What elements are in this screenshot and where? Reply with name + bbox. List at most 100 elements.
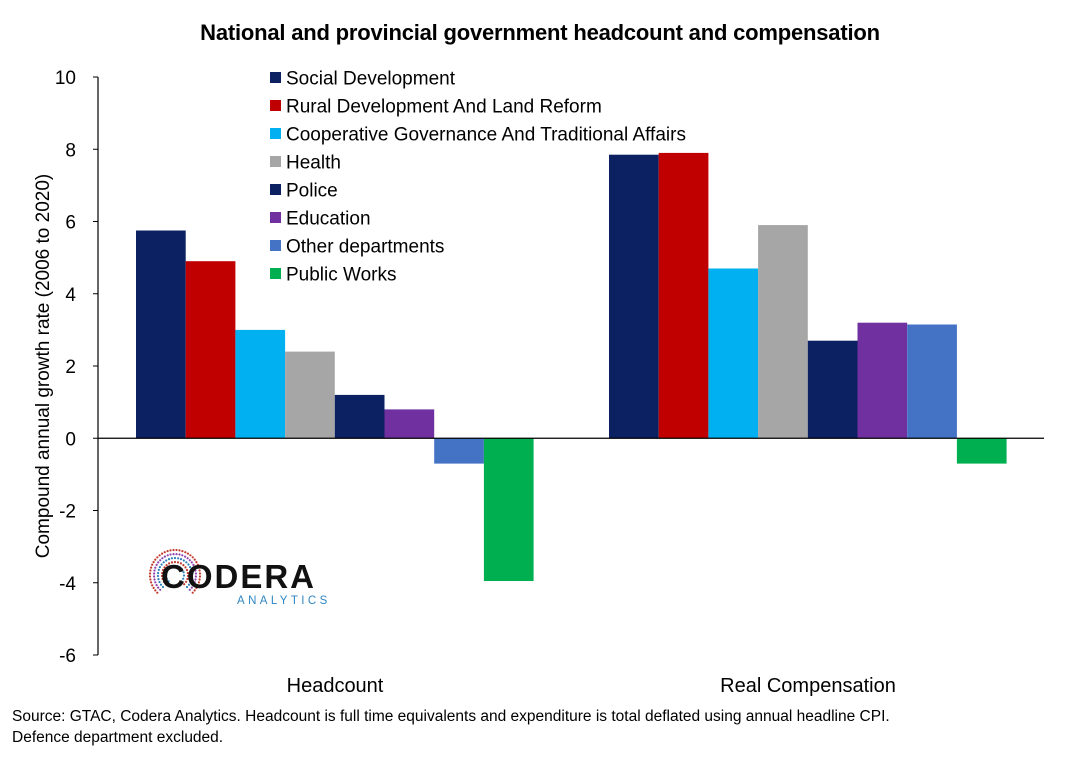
logo-dot: [165, 564, 168, 567]
logo-dot: [165, 559, 168, 562]
logo-dot: [189, 580, 192, 584]
logo-dot: [159, 559, 162, 562]
y-tick-label: -2: [59, 502, 76, 523]
y-tick-label: 6: [65, 213, 76, 234]
bar-0-1: [185, 261, 236, 439]
logo-dot: [192, 584, 195, 587]
logo-dot: [194, 578, 197, 581]
logo-dot: [190, 571, 193, 575]
bar-0-6: [434, 438, 484, 464]
legend-label: Other departments: [286, 237, 444, 258]
logo-dot: [159, 583, 163, 586]
logo-dot: [182, 574, 186, 577]
logo-dot: [190, 586, 193, 589]
legend-swatch: [270, 72, 281, 83]
logo-wordmark: CODERA: [161, 558, 316, 595]
logo-dot: [156, 591, 159, 594]
logo-dot: [184, 555, 187, 558]
logo-dot: [185, 568, 189, 572]
logo-dot: [148, 572, 152, 575]
logo-dot: [196, 563, 199, 566]
legend-label: Public Works: [286, 265, 397, 286]
logo-dot: [153, 578, 156, 581]
logo-dot: [178, 549, 181, 552]
logo-dot: [150, 566, 153, 569]
logo-dot: [167, 558, 171, 561]
logo-dot: [163, 566, 166, 569]
logo-dot: [153, 572, 156, 575]
logo-dot: [178, 566, 181, 569]
logo-dot: [178, 553, 181, 556]
logo-dot: [182, 559, 185, 562]
legend-label: Health: [286, 153, 341, 174]
y-tick-label: 8: [65, 140, 76, 161]
logo-dot: [161, 585, 165, 589]
logo-dot: [163, 555, 166, 558]
logo-dot: [170, 557, 173, 560]
bar-1-3: [758, 225, 808, 439]
bar-1-1: [658, 152, 709, 439]
logo-dot: [185, 580, 188, 583]
bar-1-0: [609, 154, 659, 439]
logo-dot: [165, 571, 168, 574]
legend-swatch: [270, 100, 281, 111]
logo-dot: [190, 578, 193, 581]
logo-dot: [164, 583, 167, 586]
logo-dot: [185, 561, 188, 564]
logo-dot: [151, 584, 154, 587]
logo-dot: [153, 569, 156, 572]
logo-dot: [184, 551, 187, 554]
logo-dot: [166, 554, 169, 557]
logo-dot: [187, 583, 191, 586]
logo-dot: [154, 558, 157, 561]
logo-dot: [186, 577, 189, 581]
logo-dot: [194, 575, 197, 578]
logo-dot: [170, 561, 174, 564]
logo-dot: [183, 583, 186, 586]
logo-dot: [167, 580, 170, 583]
logo-dot: [182, 564, 185, 567]
logo-dot: [153, 575, 156, 578]
logo-dot: [180, 580, 183, 583]
logo-dot: [149, 578, 152, 581]
logo-dot: [166, 550, 169, 553]
logo-dot: [158, 566, 161, 569]
logo-dot: [154, 581, 157, 584]
logo-dot: [182, 571, 185, 574]
logo-dot: [151, 563, 154, 566]
logo-dot: [152, 561, 155, 564]
logo-dot: [190, 561, 193, 564]
logo-dot: [165, 577, 168, 580]
logo-dot: [194, 569, 197, 572]
logo-dot: [194, 572, 197, 575]
logo-dot: [157, 561, 160, 564]
chart-title: National and provincial government headc…: [200, 20, 880, 45]
logo-dot: [160, 563, 163, 566]
x-category-label: Headcount: [287, 675, 384, 697]
legend-swatch: [270, 156, 281, 167]
logo-dot: [157, 571, 160, 575]
x-category-label: Real Compensation: [720, 675, 896, 697]
legend-swatch: [270, 184, 281, 195]
logo-dot: [161, 577, 164, 581]
logo-dot: [186, 552, 189, 555]
logo-dot: [186, 574, 190, 578]
y-tick-label: 10: [55, 68, 76, 89]
logo-dot: [192, 563, 195, 567]
logo-tagline: ANALYTICS: [237, 595, 331, 607]
logo-dot: [189, 566, 192, 569]
legend-label: Police: [286, 181, 338, 202]
logo-dot: [193, 581, 196, 584]
logo-dot: [179, 562, 182, 565]
logo-dot: [160, 574, 164, 578]
logo-dot: [189, 554, 192, 557]
logo-dot: [163, 551, 166, 554]
logo-dot: [161, 552, 164, 555]
logo-dot: [181, 550, 184, 553]
logo-dot: [187, 563, 190, 566]
logo-dot: [186, 557, 189, 560]
logo-dot: [155, 563, 158, 567]
logo-dot: [195, 586, 198, 590]
logo-dot: [158, 580, 161, 584]
logo-dot: [198, 569, 201, 572]
